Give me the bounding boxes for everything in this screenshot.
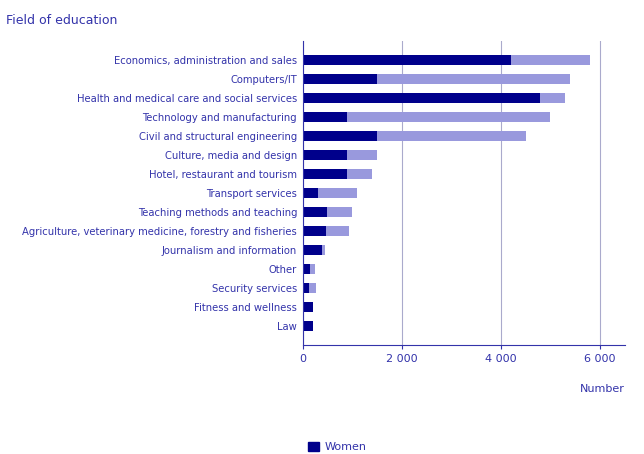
Bar — [511, 54, 590, 65]
Bar — [310, 264, 315, 274]
Bar — [303, 169, 347, 179]
Bar — [347, 169, 372, 179]
Bar — [303, 264, 310, 274]
Bar — [327, 207, 352, 217]
Bar — [303, 226, 327, 236]
Bar — [303, 283, 308, 293]
Bar — [303, 74, 377, 84]
Bar — [303, 188, 317, 198]
Bar — [303, 54, 511, 65]
Bar — [303, 207, 327, 217]
Bar — [303, 150, 347, 160]
Bar — [323, 245, 325, 255]
Text: Field of education: Field of education — [6, 14, 118, 27]
Bar — [317, 188, 357, 198]
Bar — [303, 112, 347, 122]
Bar — [377, 74, 570, 84]
Bar — [303, 245, 323, 255]
Bar — [303, 93, 540, 103]
Bar — [377, 131, 526, 141]
Legend: Women, Men: Women, Men — [308, 442, 367, 454]
Bar — [303, 131, 377, 141]
Text: Number: Number — [580, 384, 625, 394]
Bar — [540, 93, 565, 103]
Bar — [327, 226, 349, 236]
Bar — [308, 283, 316, 293]
Bar — [303, 321, 312, 331]
Bar — [303, 302, 312, 312]
Bar — [347, 150, 377, 160]
Bar — [347, 112, 551, 122]
